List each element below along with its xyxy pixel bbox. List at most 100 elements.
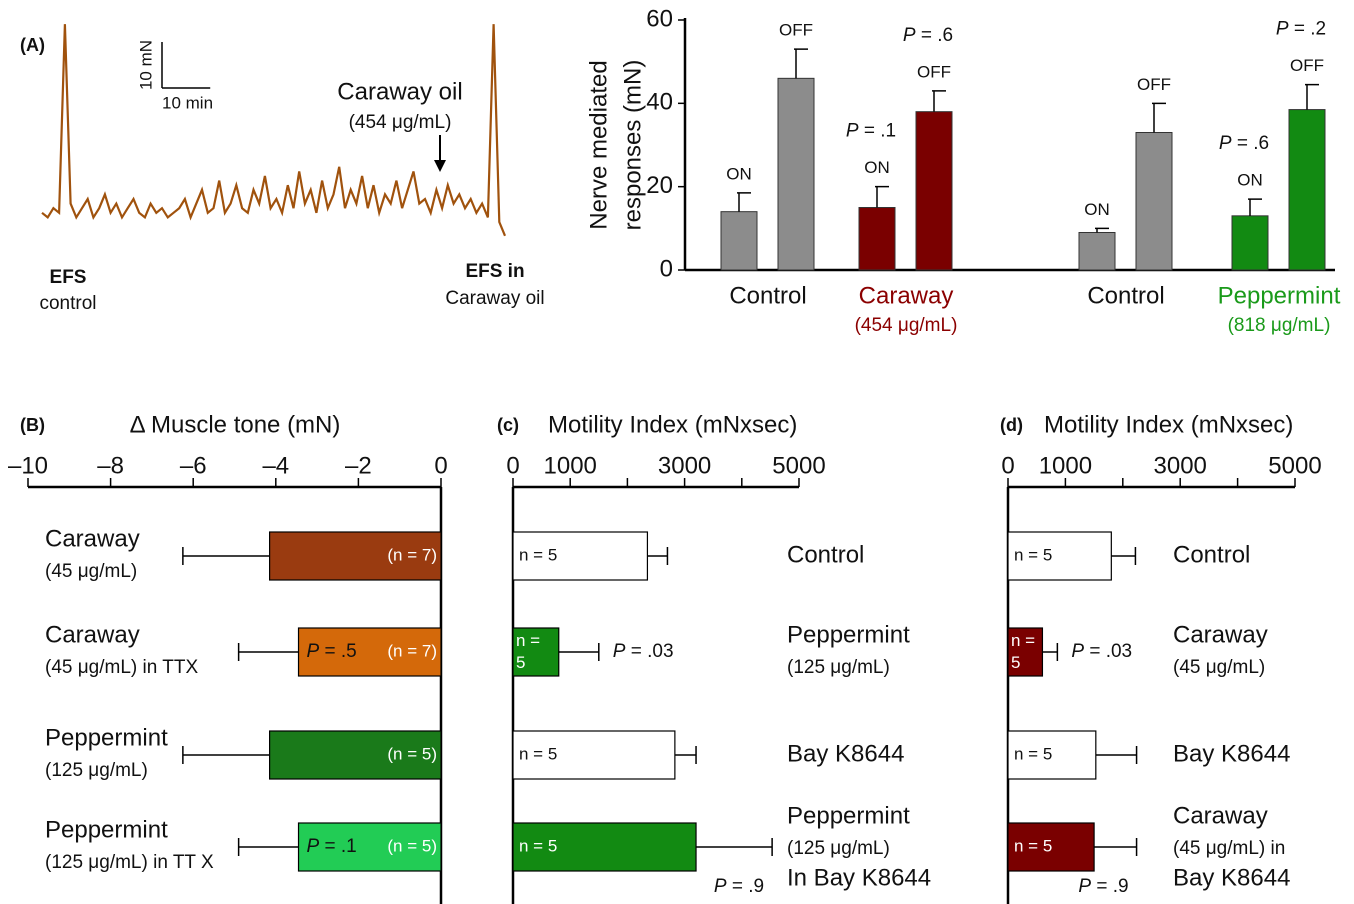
- x-tick-label: –4: [262, 452, 289, 479]
- category-label: (45 μg/mL) in: [1173, 838, 1285, 859]
- bar: [1007, 730, 1097, 780]
- error-bar: [674, 746, 697, 764]
- x-tick-label: –10: [8, 452, 48, 479]
- error-bar: [1094, 838, 1138, 856]
- p-label: P = .6: [903, 25, 953, 46]
- error-bar: [1095, 227, 1109, 233]
- annotation: Caraway oil: [337, 78, 462, 105]
- scale-label: 10 mN: [136, 40, 155, 90]
- y-axis-label: responses (mN): [619, 60, 646, 231]
- category-label: Peppermint: [787, 621, 910, 648]
- error-bar: [647, 547, 669, 565]
- x-tick-label: Caraway: [859, 282, 954, 309]
- n-label: n = 5: [519, 744, 557, 763]
- bar: [297, 627, 442, 677]
- bar: [1007, 627, 1044, 677]
- n-label: n = 5: [1014, 744, 1052, 763]
- x-tick-label: Control: [729, 282, 806, 309]
- bar-label: OFF: [1137, 75, 1171, 94]
- y-tick-label: 0: [660, 255, 673, 282]
- x-tick-label: –2: [345, 452, 372, 479]
- n-label: n = 5: [519, 836, 557, 855]
- bar: [1078, 232, 1116, 271]
- annotation: (454 μg/mL): [349, 112, 452, 133]
- x-tick-sublabel: (454 μg/mL): [855, 315, 958, 336]
- bar-label: ON: [1237, 171, 1263, 190]
- bar: [269, 531, 442, 581]
- category-label: Peppermint: [45, 724, 168, 751]
- category-label: Control: [787, 541, 864, 568]
- bar-label: OFF: [917, 62, 951, 81]
- x-tick-label: –8: [97, 452, 124, 479]
- annotation: control: [39, 293, 96, 314]
- bar: [512, 822, 697, 872]
- bar: [1007, 531, 1112, 581]
- category-label: (45 μg/mL) in TTX: [45, 657, 198, 678]
- category-label: Bay K8644: [787, 740, 904, 767]
- n-label: (n = 5): [387, 836, 437, 855]
- x-tick-label: Peppermint: [1218, 282, 1341, 309]
- category-label: In Bay K8644: [787, 864, 931, 891]
- error-bar: [1152, 102, 1166, 133]
- n-label: n = 5: [519, 545, 557, 564]
- bar: [1007, 822, 1095, 872]
- x-tick-label: 1000: [544, 452, 597, 479]
- error-bar: [696, 838, 773, 856]
- p-label: P = .9: [1078, 876, 1128, 897]
- error-bar: [794, 48, 808, 79]
- scale-label: 10 min: [162, 93, 213, 112]
- x-tick-label: 3000: [658, 452, 711, 479]
- x-tick-label: 1000: [1039, 452, 1092, 479]
- n-label: n = 5: [1011, 631, 1040, 672]
- x-tick-label: 0: [1001, 452, 1014, 479]
- p-label: P = .03: [613, 641, 674, 662]
- n-label: n = 5: [1014, 545, 1052, 564]
- bar-label: ON: [864, 158, 890, 177]
- bar-label: OFF: [1290, 56, 1324, 75]
- trace-line: [41, 24, 507, 237]
- category-label: (125 μg/mL): [787, 838, 890, 859]
- p-label: P = .1: [307, 836, 357, 857]
- error-bar: [875, 185, 889, 208]
- x-tick-label: Control: [1087, 282, 1164, 309]
- y-tick-label: 20: [646, 172, 673, 199]
- bar-label: ON: [1084, 200, 1110, 219]
- p-label: P = .1: [846, 121, 896, 142]
- arrow-head: [434, 160, 446, 172]
- category-label: Caraway: [45, 525, 140, 552]
- x-tick-label: 3000: [1154, 452, 1207, 479]
- category-label: Bay K8644: [1173, 740, 1290, 767]
- y-tick-label: 60: [646, 5, 673, 32]
- n-label: (n = 7): [387, 641, 437, 660]
- category-label: Caraway: [1173, 802, 1268, 829]
- error-bar: [1111, 547, 1137, 565]
- axis-title: Motility Index (mNxsec): [548, 411, 797, 438]
- bar: [915, 111, 953, 271]
- p-label: P = .9: [714, 876, 764, 897]
- x-tick-label: 5000: [772, 452, 825, 479]
- error-bar: [1042, 643, 1059, 661]
- error-bar: [737, 192, 751, 212]
- n-label: (n = 5): [387, 744, 437, 763]
- bar: [512, 627, 560, 677]
- bar: [1288, 109, 1326, 271]
- bar-label: OFF: [779, 21, 813, 40]
- category-label: Peppermint: [45, 816, 168, 843]
- error-bar: [237, 643, 299, 661]
- bar: [720, 211, 758, 271]
- category-label: (125 μg/mL) in TT X: [45, 852, 214, 873]
- axis-title: Motility Index (mNxsec): [1044, 411, 1293, 438]
- error-bar: [237, 838, 299, 856]
- p-label: P = .5: [307, 641, 357, 662]
- x-tick-label: 0: [506, 452, 519, 479]
- category-label: Peppermint: [787, 802, 910, 829]
- bar: [297, 822, 442, 872]
- bar: [1135, 132, 1173, 271]
- bar: [269, 730, 442, 780]
- bar-label: ON: [726, 164, 752, 183]
- x-tick-sublabel: (818 μg/mL): [1228, 315, 1331, 336]
- y-axis-label: Nerve mediated: [585, 60, 612, 229]
- error-bar: [1248, 198, 1262, 216]
- annotation: EFS: [50, 267, 87, 288]
